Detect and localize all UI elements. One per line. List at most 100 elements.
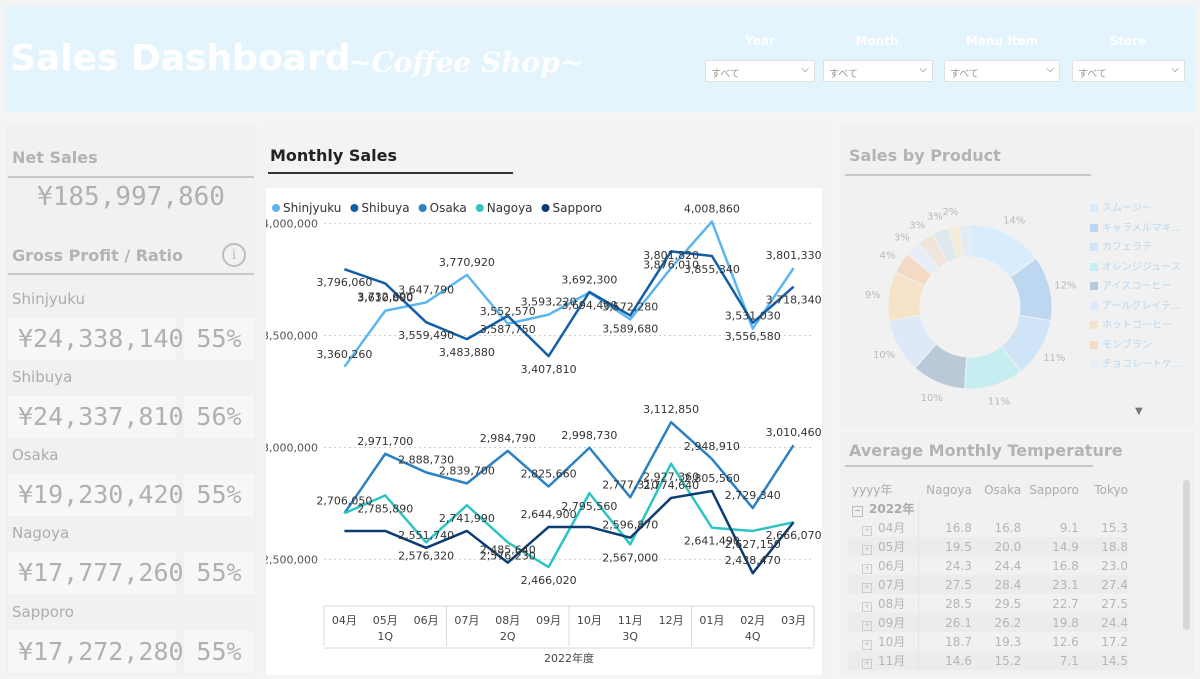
expand-icon[interactable]: + [862, 621, 872, 631]
slice-percent-label: 11% [1043, 353, 1065, 364]
legend-swatch [1090, 360, 1098, 368]
header-bar [5, 6, 1195, 112]
column-header[interactable]: yyyy年 [852, 483, 893, 497]
legend-item[interactable]: スムージー [1090, 199, 1195, 219]
x-tick-label: 07月 [454, 614, 479, 627]
data-label: 2,551,740 [398, 529, 454, 542]
net-sales-value: ¥185,997,860 [37, 182, 225, 212]
data-label: 3,589,680 [602, 322, 658, 335]
store-name-sapporo: Sapporo [12, 603, 74, 621]
column-header[interactable]: Sapporo [1029, 482, 1079, 497]
temperature-cell: 19.5 [945, 539, 972, 554]
quarter-label: 2Q [500, 630, 516, 643]
legend-swatch [1090, 223, 1098, 232]
monthly-sales-line-chart[interactable]: Shinjyuku Shibuya Osaka Nagoya Sapporo 4,000,… [262, 188, 822, 675]
legend-item[interactable]: キャラメルマキ… [1090, 219, 1195, 239]
temperature-panel [840, 432, 1194, 675]
legend-marker [418, 204, 427, 212]
legend-item[interactable]: アールグレイテ… [1090, 297, 1195, 317]
info-icon[interactable]: i [222, 243, 246, 267]
temperature-cell: 17.2 [1101, 634, 1128, 649]
table-row[interactable]: +08月 28.5 29.5 22.7 27.5 [848, 594, 1128, 613]
column-header[interactable]: Osaka [984, 482, 1022, 497]
y-tick-label: 3,000,000 [266, 441, 318, 454]
month-cell[interactable]: +11月 [848, 651, 920, 670]
menu-item-filter-select[interactable]: すべて ⌵ [944, 60, 1060, 82]
data-label: 3,732,690 [357, 290, 413, 303]
year-group-row[interactable]: −2022年 [848, 499, 1128, 518]
table-row[interactable]: +09月 26.1 26.2 19.8 24.4 [848, 613, 1128, 632]
store-filter-select[interactable]: すべて ⌵ [1072, 60, 1185, 82]
year-filter-select[interactable]: すべて ⌵ [705, 60, 815, 82]
expand-icon[interactable]: + [862, 659, 872, 669]
temperature-cell: 26.2 [994, 615, 1022, 630]
data-label: 3,407,810 [521, 363, 577, 376]
sales-by-product-donut[interactable]: 14%12%11%11%10%10%9%4%3%3%3% 2% [845, 190, 1085, 410]
data-label: 2,774,640 [643, 479, 699, 492]
x-tick-label: 03月 [781, 614, 806, 627]
table-row[interactable]: +05月 19.5 20.0 14.9 18.8 [848, 537, 1128, 556]
collapse-icon[interactable]: − [852, 506, 863, 517]
donut-legend: スムージー キャラメルマキ… カフェラテオレンジジュース アイスコーヒー アールグレイテ… [1090, 199, 1195, 375]
data-label: 3,559,490 [398, 329, 454, 342]
temperature-cell: 28.4 [994, 577, 1022, 592]
expand-icon[interactable]: + [862, 602, 872, 612]
table-scrollbar[interactable] [1183, 480, 1190, 630]
legend-label: カフェラテ [1102, 242, 1152, 253]
table-row[interactable]: +06月 24.3 24.4 16.8 23.0 [848, 556, 1128, 575]
month-filter-select[interactable]: すべて ⌵ [823, 60, 933, 82]
expand-icon[interactable]: + [862, 640, 872, 650]
table-row[interactable]: +11月 14.6 15.2 7.1 14.5 [848, 651, 1128, 670]
slice-percent-label: 3% [909, 220, 925, 231]
chart-area[interactable]: Shinjyuku Shibuya Osaka Nagoya Sapporo 4,000,… [262, 188, 822, 675]
table-row[interactable]: +10月 18.7 19.3 12.6 17.2 [848, 632, 1128, 651]
expand-icon[interactable]: + [862, 564, 872, 574]
legend-item[interactable]: モンブラン [1090, 336, 1195, 356]
month-label: 08月 [878, 597, 906, 611]
temperature-cell: 26.1 [945, 615, 972, 630]
data-label: 3,855,340 [684, 263, 740, 276]
temperature-cell: 9.1 [1059, 520, 1079, 535]
data-label: 3,572,280 [602, 300, 658, 313]
legend-item[interactable]: ホットコーヒー [1090, 316, 1195, 336]
month-cell[interactable]: +06月 [848, 556, 920, 575]
expand-icon[interactable]: + [862, 545, 872, 555]
legend-item[interactable]: チョコレートケ… [1090, 355, 1195, 375]
legend-item[interactable]: カフェラテ [1090, 238, 1195, 258]
month-cell[interactable]: +05月 [848, 537, 920, 556]
month-cell[interactable]: +07月 [848, 575, 920, 594]
donut-slice[interactable] [958, 224, 971, 259]
table-row[interactable]: +07月 27.5 28.4 23.1 27.4 [848, 575, 1128, 594]
legend-item[interactable]: オレンジジュース [1090, 258, 1195, 278]
legend-scroll-down-icon[interactable]: ▼ [1135, 406, 1143, 417]
store-name-shibuya: Shibuya [12, 368, 73, 386]
divider [845, 174, 1091, 176]
month-cell[interactable]: +04月 [848, 518, 920, 537]
expand-icon[interactable]: + [862, 583, 872, 593]
month-cell[interactable]: +09月 [848, 613, 920, 632]
series-line-nagoya [343, 462, 794, 569]
month-label: 06月 [878, 559, 906, 573]
store-filter-value: すべて [1078, 69, 1107, 80]
month-cell[interactable]: +10月 [848, 632, 920, 651]
data-label: 2,805,560 [684, 472, 740, 485]
expand-icon[interactable]: + [862, 526, 872, 536]
temperature-cell: 19.3 [994, 634, 1022, 649]
temperature-cell: 19.8 [1052, 615, 1079, 630]
year-group-cell[interactable]: −2022年 [848, 499, 920, 518]
temperature-cell: 16.8 [994, 520, 1022, 535]
donut-chart-area[interactable]: 14% 12% 11% 11% 10% 10% 9% 4% 3% 3% 3% 2% [845, 190, 1085, 410]
column-header[interactable]: Nagoya [926, 482, 972, 497]
store-profit-value: ¥17,272,280 [8, 631, 184, 673]
x-tick-label: 01月 [699, 614, 724, 627]
legend-item[interactable]: アイスコーヒー [1090, 277, 1195, 297]
data-label: 2,576,320 [398, 549, 454, 562]
divider [845, 465, 1093, 467]
table-row[interactable]: +04月 16.8 16.8 9.1 15.3 [848, 518, 1128, 537]
column-header[interactable]: Tokyo [1094, 482, 1128, 497]
data-label: 3,593,220 [521, 296, 577, 309]
slice-percent-label: 14% [1003, 216, 1025, 227]
month-cell[interactable]: +08月 [848, 594, 920, 613]
month-label: 07月 [878, 578, 906, 592]
temperature-cell: 14.6 [945, 653, 972, 668]
